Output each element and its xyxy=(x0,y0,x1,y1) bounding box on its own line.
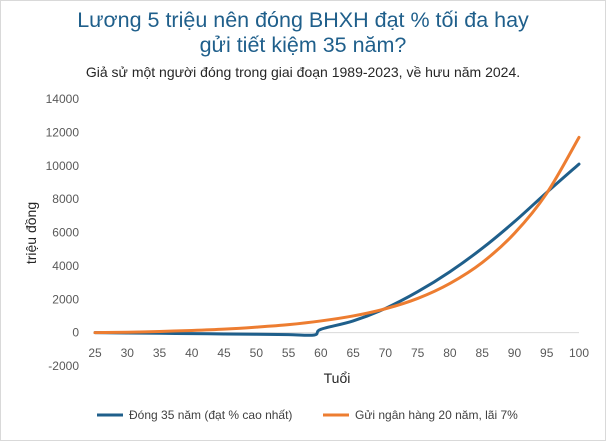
y-tick-label: 12000 xyxy=(46,125,80,139)
x-tick-label: 85 xyxy=(476,346,490,360)
x-tick-label: 35 xyxy=(153,346,167,360)
legend-label-1: Gửi ngân hàng 20 năm, lãi 7% xyxy=(355,408,518,422)
y-tick-label: 4000 xyxy=(52,259,79,273)
x-tick-label: 60 xyxy=(314,346,328,360)
x-tick-label: 75 xyxy=(411,346,425,360)
x-tick-label: 55 xyxy=(282,346,296,360)
chart-subtitle: Giả sử một người đóng trong giai đoạn 19… xyxy=(85,64,521,80)
chart-title: Lương 5 triệu nên đóng BHXH đạt % tối đa… xyxy=(77,8,529,57)
legend-label-0: Đóng 35 năm (đạt % cao nhất) xyxy=(129,408,292,422)
x-tick-label: 70 xyxy=(379,346,393,360)
y-tick-label: 6000 xyxy=(52,226,79,240)
series-lines xyxy=(93,135,581,337)
x-tick-label: 80 xyxy=(443,346,457,360)
series-line-0 xyxy=(93,162,581,337)
x-tick-label: 95 xyxy=(540,346,554,360)
x-tick-label: 50 xyxy=(250,346,264,360)
legend: Đóng 35 năm (đạt % cao nhất) Gửi ngân hàn… xyxy=(97,408,518,422)
x-tick-label: 30 xyxy=(121,346,135,360)
y-tick-label: 10000 xyxy=(46,159,80,173)
y-tick-label: 0 xyxy=(72,326,79,340)
y-axis-tick-labels: -2000 0 2000 4000 6000 8000 10000 12000 14000 xyxy=(46,92,80,373)
y-tick-label: 2000 xyxy=(52,292,79,306)
x-tick-label: 65 xyxy=(346,346,360,360)
series-line-1 xyxy=(93,135,581,335)
y-axis-title: triệu đồng xyxy=(23,202,39,264)
x-tick-label: 90 xyxy=(508,346,522,360)
x-tick-label: 40 xyxy=(185,346,199,360)
x-axis-tick-labels: 25 30 35 40 45 50 55 60 65 70 75 80 85 90 95 100 xyxy=(88,346,589,360)
y-tick-label: -2000 xyxy=(48,359,79,373)
x-tick-label: 45 xyxy=(217,346,231,360)
x-tick-label: 25 xyxy=(88,346,102,360)
x-tick-label: 100 xyxy=(569,346,589,360)
y-tick-label: 8000 xyxy=(52,192,79,206)
y-tick-label: 14000 xyxy=(46,92,80,106)
x-axis-title: Tuổi xyxy=(324,370,351,386)
